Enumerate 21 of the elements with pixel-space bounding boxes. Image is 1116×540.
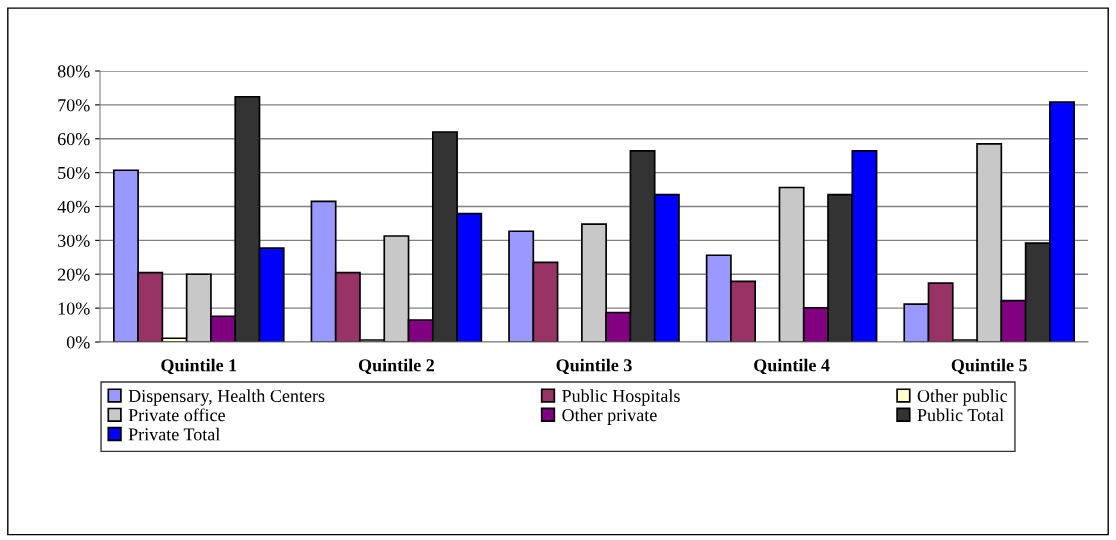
y-tick-label: 20% [57,268,90,281]
legend-label: Other public [917,389,1008,406]
y-tick-label: 30% [58,234,90,247]
x-tick-label: Quintile 3 [556,358,632,375]
y-tick-label: 80% [57,65,90,78]
x-tick-label: Quintile 5 [951,358,1027,375]
y-tick-label: 50% [58,166,90,180]
y-tick-label: 40% [57,200,90,213]
legend-label: Private office [128,408,225,422]
y-tick-label: 0% [66,336,90,349]
x-tick-label: Quintile 1 [161,358,237,375]
y-tick-label: 10% [58,302,90,315]
x-tick-label: Quintile 2 [358,358,434,375]
x-tick-label: Quintile 4 [754,358,830,375]
legend-label: Public Hospitals [562,389,680,406]
legend-label: Public Total [917,408,1004,422]
legend-label: Other private [562,408,657,425]
legend-label: Private Total [128,427,220,441]
y-tick-label: 70% [58,99,90,112]
legend-label: Dispensary, Health Centers [128,389,325,406]
y-tick-label: 60% [57,133,90,146]
